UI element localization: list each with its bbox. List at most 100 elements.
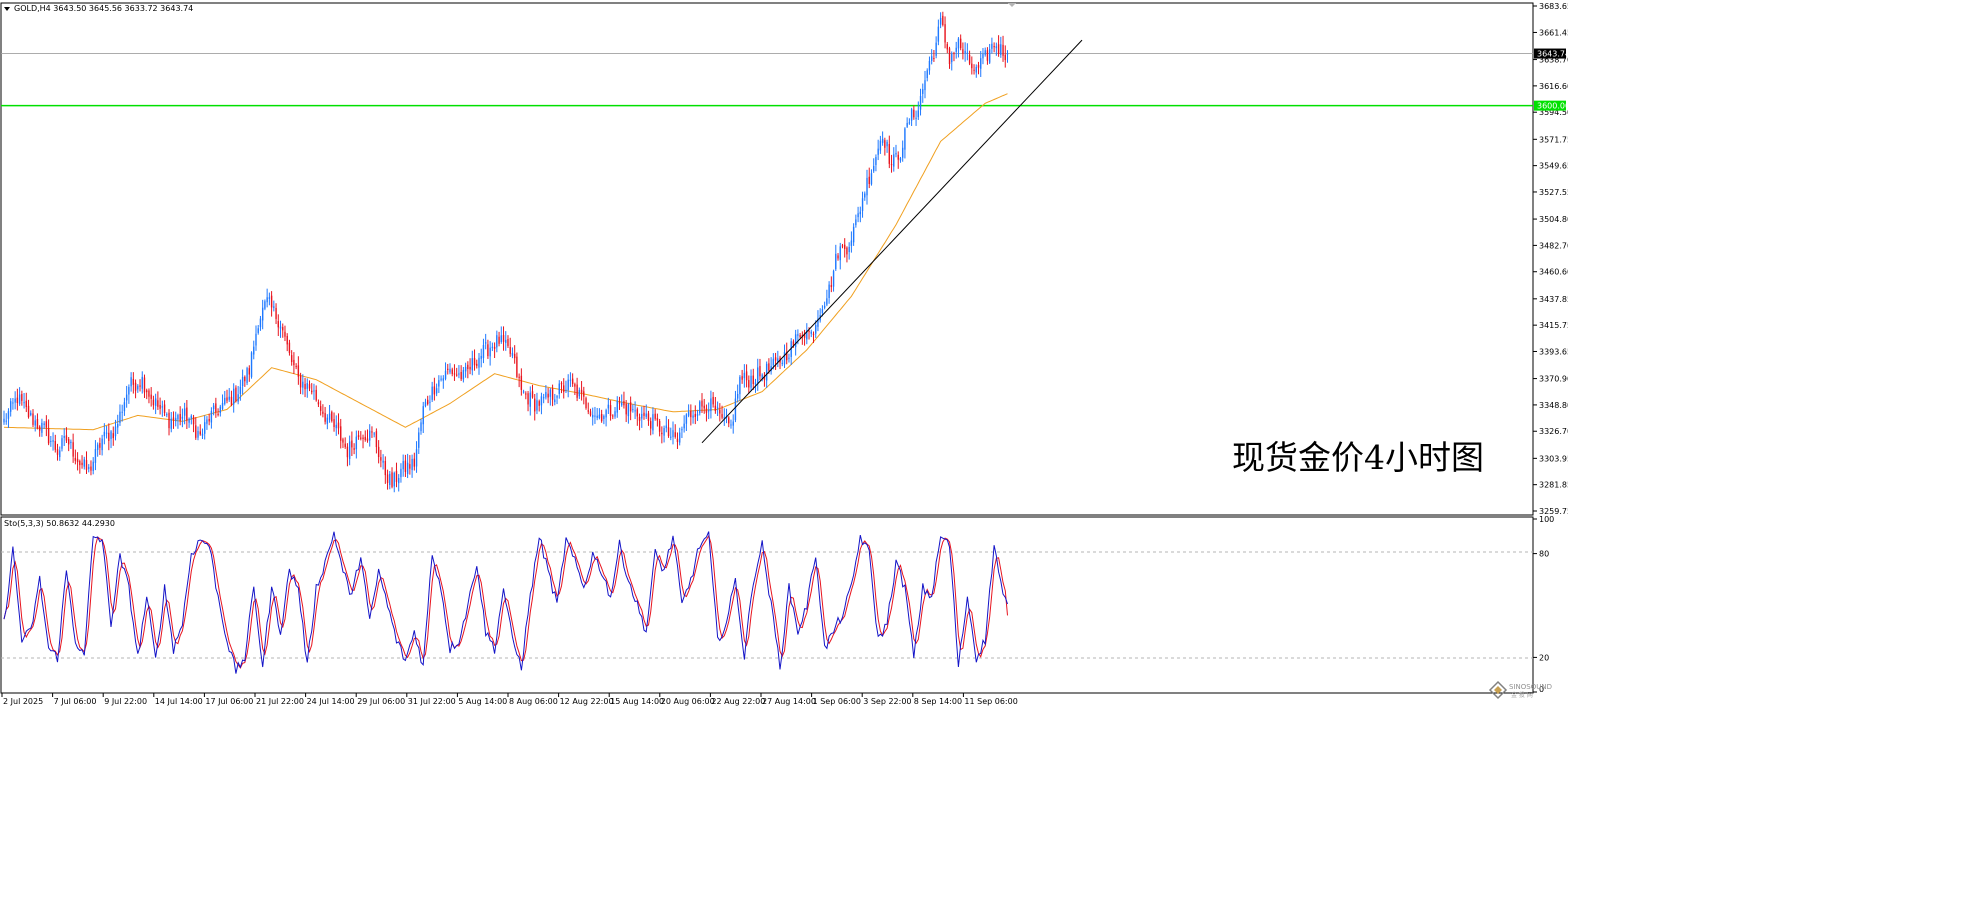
candle-body (364, 436, 366, 440)
candle-body (380, 457, 382, 461)
candle-body (25, 400, 27, 408)
candle-body (502, 335, 505, 342)
candle-body (612, 415, 614, 417)
candle-body (47, 427, 50, 444)
candle-body (398, 477, 400, 484)
candle-body (1006, 53, 1009, 55)
candle-body (3, 418, 5, 423)
candle-body (899, 158, 902, 161)
candle-body (482, 344, 485, 359)
candle-body (395, 470, 398, 482)
candle-body (444, 370, 447, 379)
candle-body (995, 46, 998, 49)
candle-body (451, 369, 453, 374)
candle-body (166, 414, 168, 416)
candle-body (799, 335, 801, 338)
price-tick-label: 3415.75 (1539, 321, 1568, 330)
candle-body (311, 390, 313, 393)
candle-body (966, 52, 969, 54)
candle-body (179, 414, 181, 421)
candle-body (81, 462, 83, 466)
candle-body (841, 245, 844, 247)
trendline-layer[interactable] (701, 39, 1083, 444)
candle-body (986, 50, 989, 61)
candle-body (549, 389, 552, 397)
candle-body (516, 356, 518, 377)
candle-body (741, 376, 743, 380)
candle-body (598, 414, 601, 419)
candle-body (545, 391, 547, 398)
candle-body (284, 331, 286, 337)
candle-body (808, 331, 810, 333)
candle-body (868, 176, 870, 185)
main-plot-frame[interactable] (0, 2, 1534, 516)
candle-body (333, 419, 335, 428)
candle-body (103, 431, 106, 437)
time-axis[interactable]: 2 Jul 2025 7 Jul 06:00 9 Jul 22:00 14 Jul 1… (1, 693, 1018, 706)
candle-body (181, 416, 184, 419)
candle-body (953, 53, 955, 55)
candle-body (212, 405, 215, 410)
candle-body (88, 467, 90, 469)
candle-body (471, 358, 473, 371)
candle-body (647, 413, 650, 421)
candle-body (540, 396, 543, 406)
chart-canvas[interactable]: 3683.65 3661.45 3638.70 3616.60 3594.50 3571.… (0, 0, 1568, 708)
candle-body (810, 331, 812, 334)
candle-body (687, 412, 690, 416)
candle-body (665, 425, 668, 429)
dropdown-triangle-icon[interactable] (4, 7, 10, 11)
candle-body (110, 431, 112, 439)
candle-body (480, 355, 482, 359)
current-price-tag: 3643.74 (1534, 48, 1568, 59)
time-tick-label: 17 Jul 06:00 (205, 697, 253, 706)
candle-body (484, 342, 487, 344)
candle-body (12, 402, 14, 404)
time-tick-label: 21 Jul 22:00 (256, 697, 304, 706)
candle-body (890, 164, 893, 166)
candle-body (491, 346, 494, 348)
candle-body (997, 44, 1000, 54)
candle-body (161, 406, 164, 408)
candle-body (879, 140, 882, 151)
candle-body (302, 381, 304, 388)
candle-body (210, 410, 213, 423)
candle-body (696, 414, 699, 416)
candle-body (328, 413, 331, 420)
candle-body (560, 383, 563, 385)
candle-body (143, 377, 146, 393)
price-tick-label: 3683.65 (1539, 2, 1568, 11)
candle-body (16, 397, 19, 403)
candle-body (884, 140, 886, 148)
candle-body (76, 458, 79, 463)
candle-body (837, 255, 839, 259)
candle-body (507, 339, 509, 346)
chart-shift-marker-icon[interactable] (1008, 3, 1016, 7)
candle-body (30, 412, 32, 416)
candle-body (864, 193, 866, 198)
candle-body (609, 405, 612, 416)
candles-layer (3, 11, 1009, 493)
candle-body (757, 367, 759, 384)
candle-body (175, 418, 177, 422)
price-axis[interactable]: 3683.65 3661.45 3638.70 3616.60 3594.50 3571.… (1533, 2, 1568, 516)
candle-body (873, 165, 875, 172)
candle-body (360, 437, 362, 439)
time-tick-label: 20 Aug 06:00 (661, 697, 715, 706)
candle-body (18, 394, 21, 404)
time-tick-label: 8 Aug 06:00 (509, 697, 558, 706)
candle-body (183, 408, 186, 416)
candle-body (117, 424, 119, 428)
candle-body (716, 407, 719, 409)
candle-body (542, 397, 545, 399)
candle-body (701, 400, 703, 407)
candle-body (442, 378, 445, 381)
candle-body (721, 414, 723, 418)
candle-body (788, 357, 790, 359)
candle-body (531, 391, 534, 398)
candle-body (32, 413, 34, 425)
stoch-plot-frame[interactable] (0, 516, 1534, 694)
candle-body (197, 430, 199, 438)
candle-body (250, 352, 253, 377)
candle-body (94, 449, 97, 463)
